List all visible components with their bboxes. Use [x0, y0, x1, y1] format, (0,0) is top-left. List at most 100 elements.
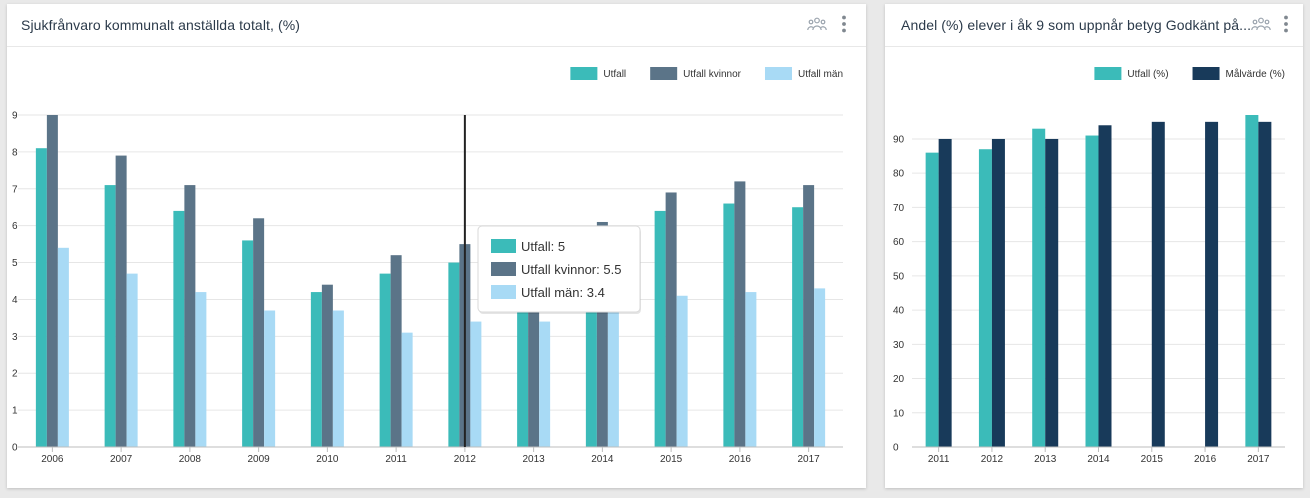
bar: [745, 292, 757, 447]
y-tick-label: 60: [893, 237, 905, 248]
bar: [1085, 135, 1099, 448]
y-tick-label: 50: [893, 271, 905, 282]
chart-card-grades: Andel (%) elever i åk 9 som uppnår betyg…: [885, 4, 1303, 488]
bar: [401, 332, 413, 447]
chart-title: Sjukfrånvaro kommunalt anställda totalt,…: [21, 17, 301, 33]
x-tick-label: 2006: [41, 454, 64, 465]
chart-title: Andel (%) elever i åk 9 som uppnår betyg…: [901, 17, 1252, 33]
card-header: Sjukfrånvaro kommunalt anställda totalt,…: [7, 4, 866, 47]
y-tick-label: 9: [12, 111, 18, 122]
group-icon[interactable]: [1249, 13, 1273, 35]
bar: [104, 185, 116, 448]
legend-label: Målvärde (%): [1226, 68, 1285, 80]
x-tick-label: 2008: [179, 454, 202, 465]
y-tick-label: 40: [893, 306, 905, 317]
y-tick-label: 20: [893, 374, 905, 385]
bar: [723, 203, 735, 447]
x-tick-label: 2015: [1141, 454, 1164, 465]
x-tick-label: 2012: [981, 454, 1004, 465]
y-tick-label: 4: [12, 295, 18, 306]
y-tick-label: 70: [893, 203, 905, 214]
legend-swatch: [650, 67, 678, 80]
bar: [173, 210, 185, 447]
bar: [938, 138, 952, 448]
x-tick-label: 2013: [1034, 454, 1057, 465]
x-tick-label: 2014: [591, 454, 614, 465]
bar: [115, 155, 127, 448]
bar: [1205, 121, 1219, 447]
y-tick-label: 7: [12, 184, 18, 195]
tooltip-swatch: [491, 285, 516, 299]
bar: [1045, 138, 1059, 448]
bar: [1151, 121, 1165, 447]
x-tick-label: 2013: [523, 454, 546, 465]
group-icon[interactable]: [805, 13, 829, 35]
x-tick-label: 2014: [1087, 454, 1110, 465]
y-tick-label: 8: [12, 147, 18, 158]
x-tick-label: 2016: [729, 454, 752, 465]
x-tick-label: 2011: [385, 454, 407, 465]
bar: [1245, 115, 1259, 447]
card-header: Andel (%) elever i åk 9 som uppnår betyg…: [885, 4, 1303, 47]
legend-label: Utfall män: [798, 69, 843, 80]
bar: [528, 233, 540, 447]
y-tick-label: 1: [12, 406, 18, 417]
bar: [321, 284, 333, 447]
more-vert-icon[interactable]: [832, 13, 856, 35]
bar: [1258, 121, 1272, 447]
bar: [803, 185, 815, 448]
y-tick-label: 10: [893, 408, 905, 419]
legend-label: Utfall: [603, 69, 626, 80]
y-tick-label: 0: [12, 443, 18, 454]
bar: [607, 306, 619, 447]
legend-swatch: [1192, 67, 1220, 80]
x-tick-label: 2009: [248, 454, 271, 465]
bar: [332, 310, 344, 447]
x-tick-label: 2016: [1194, 454, 1217, 465]
x-tick-label: 2007: [110, 454, 133, 465]
x-tick-label: 2012: [454, 454, 477, 465]
bar: [978, 149, 992, 447]
bar: [195, 292, 207, 447]
y-tick-label: 80: [893, 169, 905, 180]
tooltip: [477, 225, 641, 313]
tooltip-label: Utfall män: 3.4: [521, 285, 605, 300]
bar: [925, 152, 939, 448]
bar: [792, 207, 804, 447]
bar: [585, 236, 597, 447]
bar: [184, 185, 196, 448]
bar: [1098, 125, 1112, 448]
bar: [253, 218, 265, 447]
legend-label: Utfall (%): [1127, 69, 1168, 80]
y-tick-label: 3: [12, 332, 18, 343]
bar: [596, 221, 608, 447]
bar: [35, 148, 47, 447]
bar: [814, 288, 826, 447]
bar: [310, 292, 322, 447]
bar: [517, 255, 529, 447]
chart-card-sick-leave: Sjukfrånvaro kommunalt anställda totalt,…: [7, 4, 866, 488]
legend-swatch: [764, 67, 792, 80]
legend-swatch: [570, 67, 598, 80]
more-vert-icon[interactable]: [1274, 13, 1298, 35]
bar-chart-grades: 0 10 20 30 40 50 60 70 80 90 2011 2012 2013 2014 2015 2…: [893, 67, 1285, 465]
bar: [991, 138, 1005, 448]
bar: [448, 262, 460, 447]
legend-swatch: [1094, 67, 1122, 80]
bar: [539, 321, 551, 447]
bar: [1032, 128, 1046, 447]
tooltip-swatch: [491, 239, 516, 253]
x-tick-label: 2015: [660, 454, 683, 465]
tooltip-swatch: [491, 262, 516, 276]
y-tick-label: 30: [893, 340, 905, 351]
x-tick-label: 2017: [798, 454, 821, 465]
bar: [665, 192, 677, 447]
bar: [676, 295, 688, 447]
bar: [242, 240, 254, 447]
tooltip-label: Utfall: 5: [521, 239, 565, 254]
legend-label: Utfall kvinnor: [683, 69, 741, 80]
bar: [470, 321, 482, 447]
bar: [734, 181, 746, 447]
bar: [654, 210, 666, 447]
bar: [264, 310, 276, 447]
